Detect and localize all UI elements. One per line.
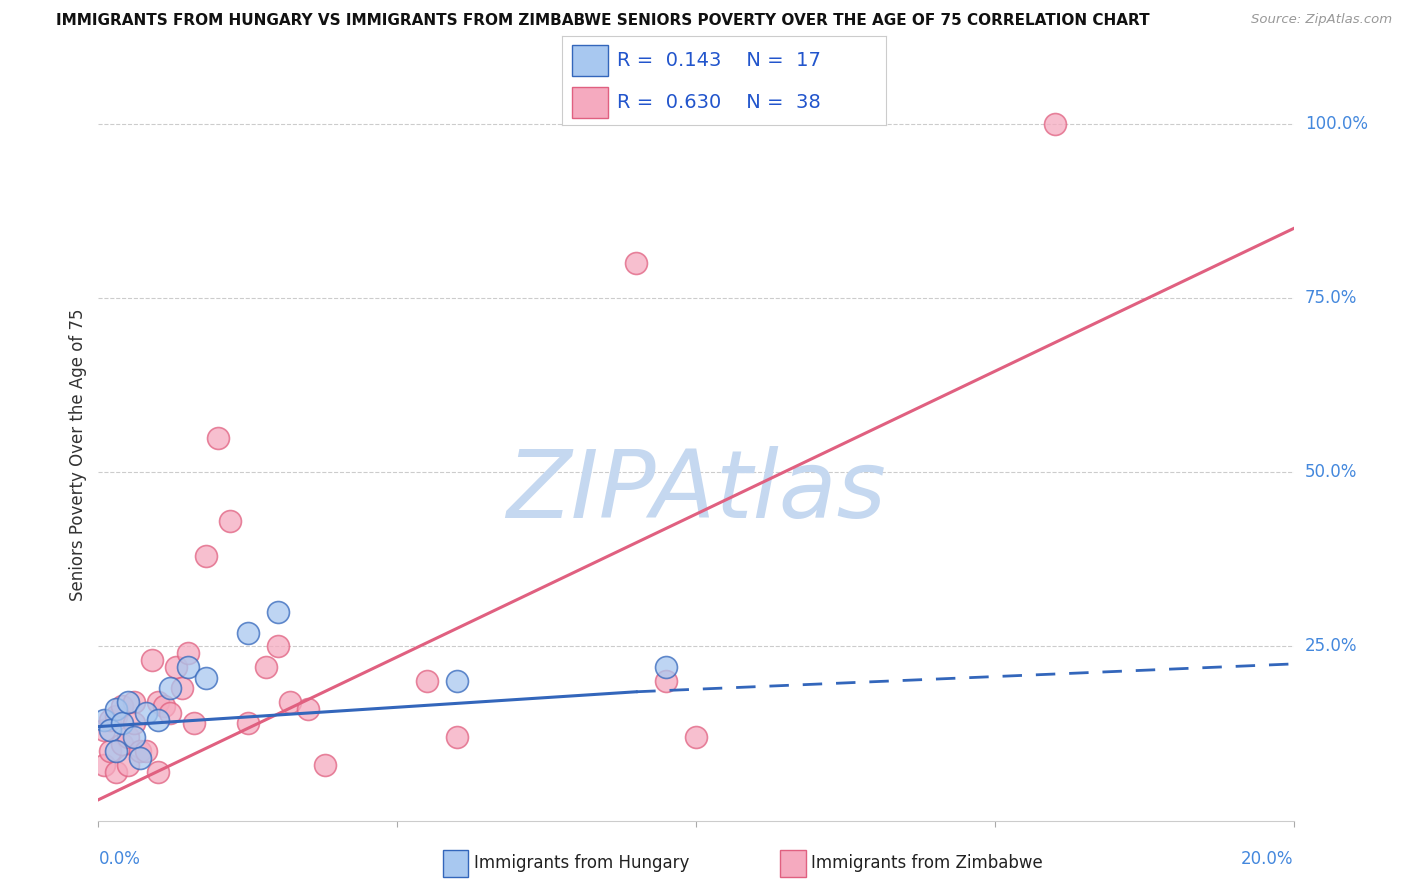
Point: [297, 702, 319, 716]
Text: R =  0.143    N =  17: R = 0.143 N = 17: [617, 51, 821, 70]
Text: Immigrants from Hungary: Immigrants from Hungary: [474, 855, 689, 872]
Point: [446, 730, 468, 744]
Point: [105, 702, 128, 716]
Point: [148, 713, 170, 727]
Point: [111, 737, 134, 751]
Point: [148, 764, 170, 779]
Point: [165, 660, 187, 674]
Point: [105, 744, 128, 758]
Point: [124, 716, 146, 731]
Point: [183, 716, 205, 731]
Point: [267, 605, 290, 619]
FancyBboxPatch shape: [572, 45, 607, 76]
FancyBboxPatch shape: [572, 87, 607, 118]
Point: [267, 640, 290, 654]
Point: [111, 716, 134, 731]
Point: [148, 695, 170, 709]
Point: [159, 681, 181, 696]
Point: [93, 758, 115, 772]
Point: [177, 647, 200, 661]
Point: [117, 758, 139, 772]
Text: 100.0%: 100.0%: [1305, 115, 1368, 133]
Point: [129, 751, 152, 765]
Point: [129, 744, 152, 758]
Point: [194, 671, 218, 685]
Point: [159, 706, 181, 720]
Point: [1043, 117, 1066, 131]
Point: [685, 730, 707, 744]
Point: [236, 625, 259, 640]
Point: [117, 730, 139, 744]
Point: [172, 681, 194, 696]
Point: [98, 723, 122, 737]
Point: [153, 698, 176, 713]
Point: [315, 758, 337, 772]
Point: [207, 430, 229, 444]
Point: [98, 713, 122, 727]
Text: IMMIGRANTS FROM HUNGARY VS IMMIGRANTS FROM ZIMBABWE SENIORS POVERTY OVER THE AGE: IMMIGRANTS FROM HUNGARY VS IMMIGRANTS FR…: [56, 13, 1150, 29]
Point: [278, 695, 301, 709]
Text: Source: ZipAtlas.com: Source: ZipAtlas.com: [1251, 13, 1392, 27]
Point: [194, 549, 218, 563]
Point: [135, 744, 157, 758]
Point: [624, 256, 647, 270]
Point: [416, 674, 439, 689]
Point: [219, 514, 242, 528]
Point: [105, 764, 128, 779]
Point: [124, 695, 146, 709]
Text: ZIPAtlas: ZIPAtlas: [506, 446, 886, 537]
Text: 0.0%: 0.0%: [98, 850, 141, 868]
Point: [655, 674, 678, 689]
Text: 75.0%: 75.0%: [1305, 289, 1357, 307]
Point: [254, 660, 277, 674]
Point: [124, 730, 146, 744]
Point: [117, 695, 139, 709]
Point: [105, 709, 128, 723]
Point: [111, 698, 134, 713]
Point: [446, 674, 468, 689]
Point: [141, 653, 163, 667]
Point: [98, 744, 122, 758]
Point: [135, 706, 157, 720]
Text: R =  0.630    N =  38: R = 0.630 N = 38: [617, 93, 821, 112]
Text: Immigrants from Zimbabwe: Immigrants from Zimbabwe: [811, 855, 1043, 872]
Text: 20.0%: 20.0%: [1241, 850, 1294, 868]
Y-axis label: Seniors Poverty Over the Age of 75: Seniors Poverty Over the Age of 75: [69, 309, 87, 601]
Point: [655, 660, 678, 674]
Text: 50.0%: 50.0%: [1305, 463, 1357, 482]
Point: [177, 660, 200, 674]
Text: 25.0%: 25.0%: [1305, 638, 1357, 656]
Point: [93, 713, 115, 727]
Point: [236, 716, 259, 731]
Point: [93, 723, 115, 737]
